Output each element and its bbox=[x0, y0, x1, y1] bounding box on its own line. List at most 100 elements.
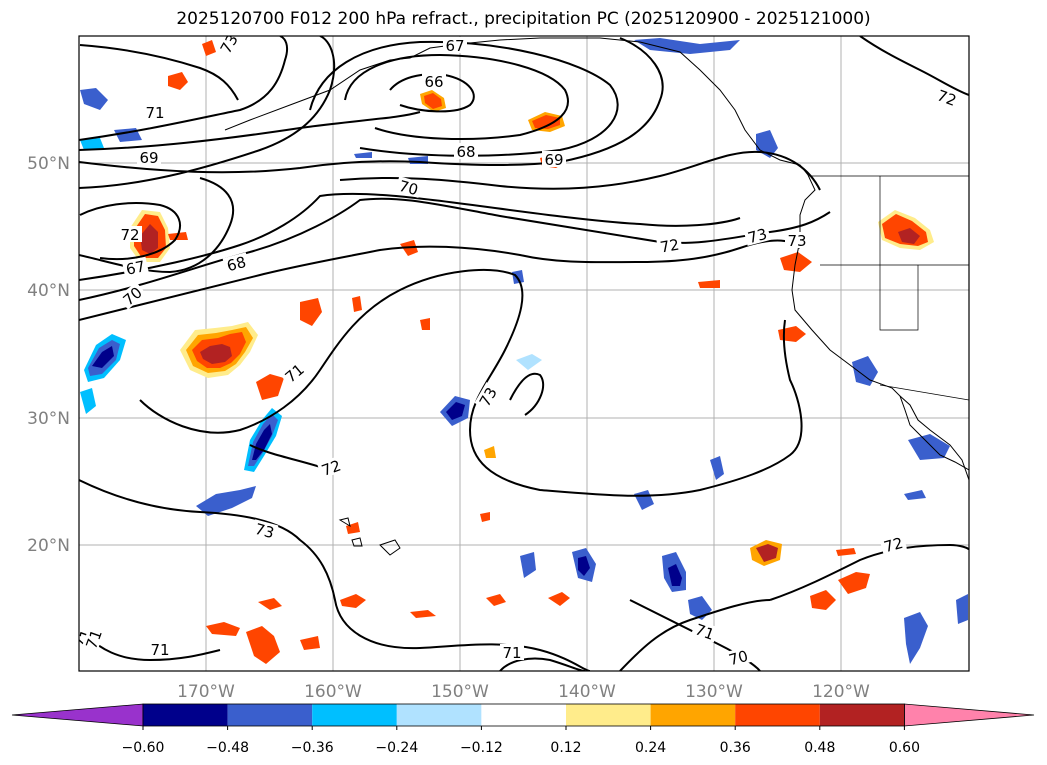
hawaii-islands bbox=[338, 517, 401, 556]
contour-label: 72 bbox=[120, 226, 139, 244]
contour-label-bg bbox=[395, 176, 423, 198]
colorbar-outline bbox=[142, 703, 905, 727]
contour-label: 68 bbox=[225, 253, 248, 275]
contour-label: 71 bbox=[150, 641, 169, 659]
lat-label: 20°N bbox=[27, 536, 70, 556]
contour-label-bg bbox=[222, 252, 250, 274]
contour-72-south bbox=[79, 479, 591, 671]
contour-label: 72 bbox=[319, 456, 343, 479]
contour-label-bg bbox=[279, 358, 309, 387]
colorbar-segment bbox=[396, 704, 482, 726]
contour-69-east bbox=[79, 37, 664, 174]
colorbar-segment bbox=[143, 704, 228, 726]
contour-label-bg bbox=[474, 382, 501, 411]
contour-70-mid bbox=[339, 150, 821, 191]
precip-patch-45n-120w bbox=[878, 210, 934, 250]
contour-label-bg bbox=[743, 224, 771, 246]
contour-label: 71 bbox=[82, 627, 105, 651]
latitude-labels: 50°N 40°N 30°N 20°N bbox=[27, 154, 70, 556]
map-title: 2025120700 F012 200 hPa refract., precip… bbox=[176, 9, 871, 29]
contour-66 bbox=[389, 73, 475, 113]
border-nv bbox=[879, 265, 919, 331]
contour-label-bg bbox=[118, 226, 142, 242]
contour-label-bg bbox=[81, 624, 105, 653]
lon-label: 150°W bbox=[431, 682, 489, 702]
contour-label: 71 bbox=[145, 104, 164, 122]
colorbar-tick-label: −0.12 bbox=[460, 740, 503, 756]
precip-patch-neg-28n-150w bbox=[440, 396, 470, 426]
coastline-baja bbox=[899, 395, 969, 481]
contour-label-bg bbox=[121, 256, 149, 278]
colorbar-extend-high bbox=[904, 703, 1035, 727]
contour-label-bg bbox=[143, 104, 167, 120]
colorbar-tick-label: 0.12 bbox=[550, 740, 581, 756]
contour-label: 69 bbox=[544, 151, 563, 169]
precip-patch-55n-150w bbox=[528, 112, 565, 132]
contour-label: 72 bbox=[935, 86, 959, 109]
contour-72-loop bbox=[509, 372, 545, 416]
contour-label: 67 bbox=[124, 257, 146, 279]
contour-68 bbox=[309, 40, 619, 157]
colorbar-tick-label: −0.24 bbox=[375, 740, 418, 756]
precip-patch-w-pacific-35n bbox=[180, 322, 258, 378]
contour-label: 70 bbox=[397, 177, 420, 199]
contour-label-bg bbox=[542, 151, 566, 167]
contour-73-north bbox=[79, 239, 801, 321]
contour-label: 73 bbox=[253, 520, 276, 542]
colorbar-tick-label: 0.24 bbox=[635, 740, 666, 756]
contour-71-s bbox=[499, 657, 586, 671]
contour-72-nw bbox=[79, 44, 239, 101]
contour-label-bg bbox=[454, 143, 478, 159]
contour-label: 70 bbox=[727, 647, 750, 669]
lon-label: 170°W bbox=[177, 682, 235, 702]
contour-67-w bbox=[79, 202, 181, 261]
lat-label: 50°N bbox=[27, 154, 70, 174]
border-us-mexico bbox=[879, 384, 969, 401]
contour-label: 69 bbox=[139, 149, 158, 167]
contour-label-bg bbox=[137, 149, 161, 165]
colorbar-tick-label: −0.48 bbox=[206, 740, 249, 756]
contour-label-bg bbox=[148, 641, 172, 657]
contour-label-bg bbox=[785, 232, 809, 248]
lon-label: 120°W bbox=[812, 682, 870, 702]
contour-label: 73 bbox=[787, 232, 806, 250]
precip-patch-57n-160w bbox=[420, 90, 446, 112]
contour-label: 72 bbox=[659, 236, 681, 257]
colorbar-segment bbox=[566, 704, 651, 726]
colorbar: −0.60 −0.48 −0.36 −0.24 −0.12 0.12 0.24 0.36 0.4… bbox=[11, 703, 1035, 756]
contour-72-ne bbox=[859, 36, 969, 96]
colorbar-segment bbox=[312, 704, 397, 726]
precip-positive-patches bbox=[130, 40, 934, 664]
contour-label: 66 bbox=[424, 73, 443, 91]
colorbar-segment bbox=[819, 704, 905, 726]
contour-71-mid bbox=[79, 192, 741, 281]
contour-71-north bbox=[79, 36, 289, 141]
colorbar-tick-label: 0.36 bbox=[720, 740, 751, 756]
contour-label-bg bbox=[724, 646, 752, 668]
contour-label-bg bbox=[251, 519, 279, 541]
contour-label: 67 bbox=[445, 37, 464, 55]
precip-patch-neg-35n-178w bbox=[84, 334, 126, 382]
contour-label-bg bbox=[656, 235, 683, 256]
contour-label: 73 bbox=[746, 225, 769, 247]
contour-label-bg bbox=[879, 533, 907, 555]
lat-label: 30°N bbox=[27, 409, 70, 429]
contour-label-bg bbox=[933, 85, 962, 109]
precip-patch-neg-30n-165w bbox=[244, 408, 282, 472]
precip-patch-47n-170w bbox=[130, 210, 170, 262]
contour-label: 72 bbox=[882, 534, 905, 556]
contour-label-bg bbox=[316, 455, 345, 479]
contour-label-bg bbox=[691, 619, 720, 643]
colorbar-tick-label: −0.36 bbox=[291, 740, 334, 756]
contour-label: 71 bbox=[502, 644, 521, 662]
lon-label: 130°W bbox=[685, 682, 743, 702]
colorbar-segment bbox=[735, 704, 820, 726]
contour-72-central bbox=[139, 269, 803, 497]
colorbar-extend-low bbox=[11, 703, 144, 727]
colorbar-tick-label: −0.60 bbox=[122, 740, 165, 756]
colorbar-tick-label: 0.60 bbox=[889, 740, 920, 756]
contour-label-bg bbox=[443, 37, 467, 53]
lon-label: 140°W bbox=[558, 682, 616, 702]
